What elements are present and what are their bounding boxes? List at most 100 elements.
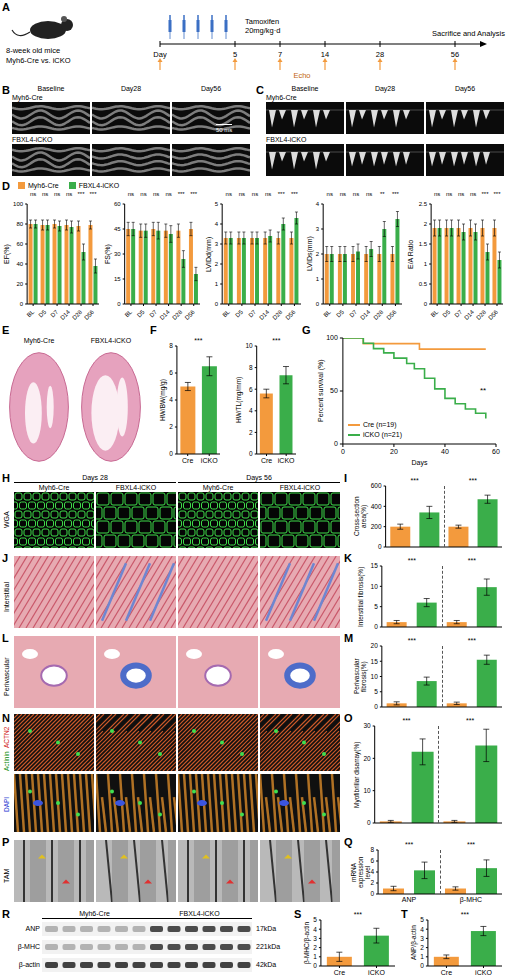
svg-text:15: 15 bbox=[371, 658, 379, 665]
svg-text:**: ** bbox=[380, 192, 385, 197]
svg-text:4: 4 bbox=[370, 868, 374, 875]
svg-text:40: 40 bbox=[16, 261, 23, 267]
svg-text:5: 5 bbox=[420, 916, 424, 923]
svg-text:5: 5 bbox=[313, 916, 317, 923]
svg-text:100: 100 bbox=[13, 201, 24, 207]
svg-text:ns: ns bbox=[140, 192, 146, 197]
svg-text:0: 0 bbox=[316, 301, 320, 307]
svg-text:***: *** bbox=[482, 192, 490, 197]
svg-text:BL: BL bbox=[26, 308, 36, 318]
svg-text:4: 4 bbox=[313, 926, 317, 933]
svg-text:***: *** bbox=[494, 192, 502, 197]
svg-text:D14: D14 bbox=[359, 308, 371, 320]
svg-text:0: 0 bbox=[424, 301, 428, 307]
svg-text:0: 0 bbox=[249, 450, 253, 457]
svg-text:40: 40 bbox=[441, 448, 449, 455]
svg-text:15: 15 bbox=[114, 276, 121, 282]
svg-text:10: 10 bbox=[363, 787, 371, 794]
svg-text:Sacrifice and Analysis: Sacrifice and Analysis bbox=[432, 29, 505, 38]
svg-text:ns: ns bbox=[252, 192, 258, 197]
svg-text:Cre: Cre bbox=[182, 457, 193, 464]
svg-text:D5: D5 bbox=[442, 308, 452, 318]
svg-text:ns: ns bbox=[66, 192, 72, 197]
svg-text:D28: D28 bbox=[475, 308, 487, 320]
svg-text:4: 4 bbox=[169, 396, 173, 403]
svg-text:2: 2 bbox=[169, 423, 173, 430]
svg-text:ns: ns bbox=[42, 192, 48, 197]
svg-text:28: 28 bbox=[376, 50, 384, 59]
svg-text:BL: BL bbox=[430, 308, 440, 318]
svg-text:ns: ns bbox=[54, 192, 60, 197]
svg-text:D5: D5 bbox=[136, 308, 146, 318]
svg-text:1: 1 bbox=[313, 953, 317, 960]
svg-text:D56: D56 bbox=[386, 308, 398, 320]
svg-text:14: 14 bbox=[321, 50, 329, 59]
svg-text:D5: D5 bbox=[38, 308, 48, 318]
svg-text:2: 2 bbox=[420, 944, 424, 951]
svg-text:Myh6-Cre vs. iCKO: Myh6-Cre vs. iCKO bbox=[6, 56, 71, 65]
svg-text:***: *** bbox=[392, 192, 400, 197]
svg-text:20: 20 bbox=[16, 281, 23, 287]
svg-text:D28: D28 bbox=[372, 308, 384, 320]
svg-text:0: 0 bbox=[374, 623, 378, 630]
svg-text:1: 1 bbox=[316, 276, 320, 282]
svg-text:ns: ns bbox=[458, 192, 464, 197]
svg-text:D56: D56 bbox=[487, 308, 499, 320]
svg-text:D56: D56 bbox=[83, 308, 95, 320]
svg-text:2: 2 bbox=[316, 251, 320, 257]
svg-text:ns: ns bbox=[446, 192, 452, 197]
svg-text:BL: BL bbox=[221, 308, 231, 318]
svg-text:ns: ns bbox=[128, 192, 134, 197]
svg-text:0.5: 0.5 bbox=[419, 281, 428, 287]
svg-text:D7: D7 bbox=[348, 308, 358, 318]
svg-text:30: 30 bbox=[114, 251, 121, 257]
svg-text:1.5: 1.5 bbox=[419, 241, 428, 247]
svg-text:D28: D28 bbox=[71, 308, 83, 320]
svg-text:ns: ns bbox=[327, 192, 333, 197]
svg-text:0: 0 bbox=[341, 448, 345, 455]
svg-text:ns: ns bbox=[340, 192, 346, 197]
svg-text:ns: ns bbox=[153, 192, 159, 197]
svg-text:5: 5 bbox=[233, 50, 237, 59]
svg-text:Cre: Cre bbox=[441, 969, 452, 976]
svg-text:ns: ns bbox=[434, 192, 440, 197]
svg-text:D28: D28 bbox=[271, 308, 283, 320]
svg-text:50: 50 bbox=[330, 387, 338, 394]
svg-text:0: 0 bbox=[117, 301, 121, 307]
svg-text:ns: ns bbox=[30, 192, 36, 197]
svg-text:ns: ns bbox=[366, 192, 372, 197]
svg-text:ns: ns bbox=[165, 192, 171, 197]
svg-text:1: 1 bbox=[420, 953, 424, 960]
svg-text:ns: ns bbox=[239, 192, 245, 197]
svg-text:ns: ns bbox=[470, 192, 476, 197]
svg-text:60: 60 bbox=[492, 448, 500, 455]
svg-text:5: 5 bbox=[374, 603, 378, 610]
svg-text:5: 5 bbox=[215, 201, 219, 207]
svg-text:4: 4 bbox=[316, 201, 320, 207]
svg-text:6: 6 bbox=[249, 386, 253, 393]
svg-text:***: *** bbox=[190, 192, 198, 197]
svg-text:D56: D56 bbox=[184, 308, 196, 320]
svg-text:8: 8 bbox=[249, 364, 253, 371]
svg-text:8: 8 bbox=[169, 342, 173, 349]
svg-text:2: 2 bbox=[424, 221, 428, 227]
svg-text:60: 60 bbox=[16, 241, 23, 247]
svg-text:0: 0 bbox=[313, 962, 317, 969]
svg-text:Cre: Cre bbox=[334, 969, 345, 976]
svg-text:7: 7 bbox=[278, 50, 282, 59]
svg-text:D14: D14 bbox=[59, 308, 71, 320]
svg-text:4: 4 bbox=[215, 221, 219, 227]
svg-text:0: 0 bbox=[20, 301, 24, 307]
svg-text:56: 56 bbox=[451, 50, 459, 59]
svg-text:ns: ns bbox=[353, 192, 359, 197]
svg-text:0: 0 bbox=[334, 440, 338, 447]
svg-text:***: *** bbox=[78, 192, 86, 197]
svg-text:Echo: Echo bbox=[293, 71, 310, 80]
svg-text:20: 20 bbox=[371, 642, 379, 649]
svg-text:D14: D14 bbox=[159, 308, 171, 320]
svg-text:0: 0 bbox=[215, 301, 219, 307]
svg-text:8: 8 bbox=[370, 846, 374, 853]
svg-text:4: 4 bbox=[249, 407, 253, 414]
svg-text:***: *** bbox=[178, 192, 186, 197]
svg-text:3: 3 bbox=[313, 935, 317, 942]
